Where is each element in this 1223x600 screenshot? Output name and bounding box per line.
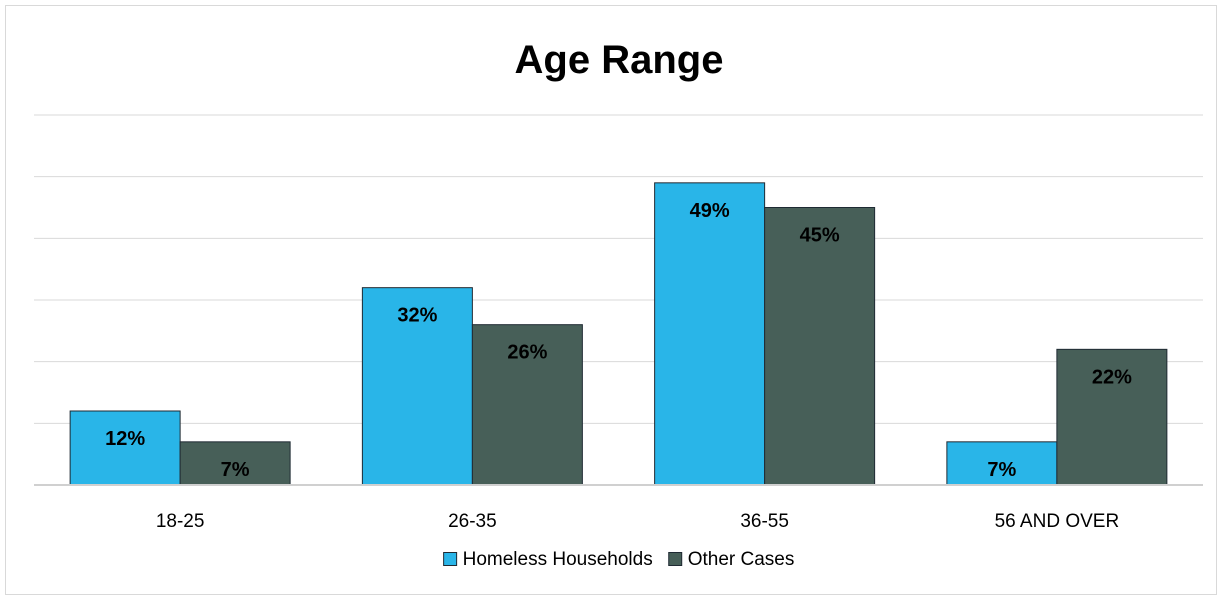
gridlines (34, 114, 1203, 424)
legend: Homeless Households Other Cases (443, 549, 795, 570)
bar-homeless-households-1 (361, 287, 473, 486)
bar-homeless-households-2 (654, 182, 766, 486)
data-label: 26% (507, 342, 547, 364)
bar-other-cases-3 (1056, 348, 1168, 486)
category-tick-label: 56 AND OVER (995, 511, 1120, 532)
bar-other-cases-2 (764, 207, 876, 486)
bar-homeless-households-3 (946, 441, 1058, 486)
category-tick-label: 18-25 (156, 511, 205, 532)
bar-other-cases-0 (179, 441, 291, 486)
legend-swatch-homeless-households (443, 552, 458, 566)
data-labels: 12% 7% 32% 26% 49% 45% 7% 22% (105, 200, 1132, 481)
chart-title: Age Range (515, 38, 724, 82)
category-ticks: 18-25 26-35 36-55 56 AND OVER (156, 511, 1119, 532)
category-tick-label: 36-55 (740, 511, 789, 532)
data-label: 22% (1092, 366, 1132, 388)
bars (69, 182, 1168, 486)
legend-label-homeless-households: Homeless Households (463, 549, 653, 570)
legend-label-other-cases: Other Cases (688, 549, 795, 570)
data-label: 7% (987, 459, 1016, 481)
data-label: 49% (690, 200, 730, 222)
data-label: 7% (221, 459, 250, 481)
bar-other-cases-1 (471, 324, 583, 486)
category-tick-label: 26-35 (448, 511, 497, 532)
data-label: 12% (105, 428, 145, 450)
data-label: 45% (800, 225, 840, 247)
legend-swatch-other-cases (668, 552, 683, 566)
data-label: 32% (397, 305, 437, 327)
